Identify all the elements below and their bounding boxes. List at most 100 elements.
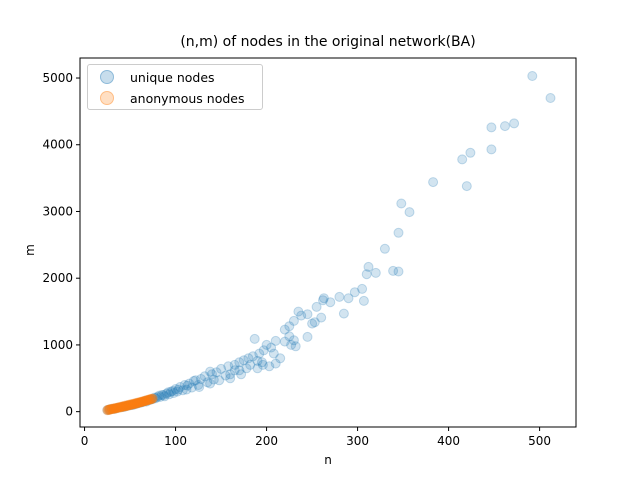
- point-0-3: [500, 121, 510, 132]
- point-1-23: [123, 400, 134, 411]
- point-0-139: [105, 404, 115, 415]
- point-1-64: [126, 399, 137, 409]
- point-1-48: [146, 394, 156, 405]
- point-0-35: [288, 315, 299, 326]
- point-0-43: [284, 331, 295, 342]
- point-0-36: [307, 318, 318, 329]
- point-0-100: [123, 400, 134, 411]
- point-0-34: [296, 310, 307, 321]
- point-0-136: [117, 401, 128, 412]
- point-0-109: [214, 375, 225, 386]
- point-0-74: [129, 399, 140, 410]
- point-1-21: [121, 401, 132, 411]
- point-1-67: [132, 397, 143, 408]
- point-1-56: [112, 402, 123, 413]
- point-1-43: [141, 395, 152, 406]
- legend-label-anonymous: anonymous nodes: [130, 90, 245, 106]
- point-1-75: [146, 393, 157, 404]
- point-0-117: [136, 397, 147, 408]
- point-0-71: [143, 395, 154, 406]
- point-0-52: [238, 355, 249, 366]
- point-0-102: [264, 361, 275, 372]
- plot-frame: [79, 57, 577, 428]
- point-0-135: [122, 400, 133, 411]
- point-1-32: [131, 398, 142, 409]
- point-0-4: [486, 122, 497, 133]
- point-0-47: [266, 342, 277, 353]
- x-tick-label: 100: [164, 434, 187, 448]
- point-0-133: [131, 398, 142, 409]
- legend-item-unique: unique nodes: [96, 67, 215, 87]
- point-0-30: [316, 312, 327, 323]
- x-tick-label: 400: [437, 434, 460, 448]
- point-1-24: [124, 400, 135, 411]
- point-1-60: [119, 400, 130, 411]
- point-1-63: [125, 399, 136, 410]
- chart-title: (n,m) of nodes in the original network(B…: [180, 34, 476, 50]
- point-0-75: [125, 400, 136, 411]
- point-1-11: [112, 403, 123, 413]
- point-1-72: [141, 395, 152, 406]
- point-0-108: [225, 373, 236, 384]
- point-1-26: [126, 400, 136, 410]
- point-0-33: [279, 324, 290, 335]
- point-0-122: [190, 375, 201, 386]
- point-0-9: [428, 177, 439, 188]
- point-0-111: [194, 382, 205, 392]
- point-0-57: [211, 367, 222, 378]
- point-0-20: [357, 283, 368, 294]
- point-0-98: [141, 396, 152, 407]
- point-0-10: [396, 198, 407, 209]
- point-1-37: [136, 397, 146, 408]
- legend-swatch-anonymous: [100, 91, 114, 105]
- point-1-71: [139, 395, 150, 406]
- point-0-76: [120, 401, 131, 412]
- point-0-127: [158, 390, 169, 400]
- point-0-113: [172, 386, 183, 397]
- point-0-18: [393, 266, 404, 277]
- point-1-9: [110, 403, 121, 414]
- point-0-40: [279, 336, 290, 347]
- point-0-128: [154, 390, 165, 401]
- point-0-78: [111, 403, 122, 414]
- point-1-55: [110, 403, 121, 413]
- point-0-116: [146, 394, 156, 405]
- point-0-81: [102, 405, 113, 415]
- point-0-13: [379, 243, 390, 254]
- point-0-88: [229, 365, 240, 376]
- point-0-38: [302, 331, 313, 342]
- point-0-62: [184, 378, 195, 389]
- point-1-13: [114, 402, 125, 413]
- point-0-70: [147, 394, 158, 404]
- x-axis-ticks: 0 100 200 300 400 500: [81, 427, 551, 448]
- point-1-30: [129, 399, 140, 409]
- point-0-124: [173, 384, 184, 395]
- legend-swatch-unique: [100, 70, 114, 84]
- point-0-115: [155, 392, 166, 402]
- y-axis-ticks: 0 1000 2000 3000 4000 5000: [42, 71, 80, 419]
- point-1-61: [121, 400, 132, 411]
- point-0-49: [254, 348, 265, 359]
- point-0-15: [361, 269, 372, 280]
- point-0-93: [186, 382, 197, 393]
- point-1-66: [130, 398, 141, 409]
- x-axis-label: n: [324, 453, 332, 467]
- point-0-107: [236, 369, 247, 380]
- point-1-58: [116, 401, 126, 412]
- point-0-129: [149, 392, 160, 403]
- point-0-19: [349, 287, 360, 298]
- point-0-39: [288, 335, 299, 346]
- point-1-68: [134, 397, 145, 408]
- point-0-44: [270, 335, 281, 346]
- point-1-15: [116, 402, 126, 413]
- point-0-120: [109, 403, 120, 414]
- point-0-123: [182, 380, 193, 391]
- point-0-53: [234, 357, 245, 368]
- point-0-50: [247, 351, 258, 362]
- point-1-65: [128, 398, 139, 409]
- point-1-36: [135, 397, 146, 408]
- point-0-46: [249, 333, 260, 344]
- point-0-90: [208, 374, 219, 385]
- point-0-55: [223, 361, 234, 372]
